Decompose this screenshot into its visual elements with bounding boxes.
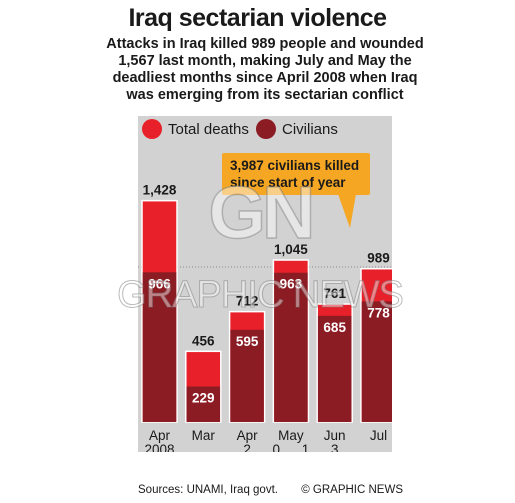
total-label-3: 1,045 bbox=[274, 242, 308, 257]
year-digit-3: 3 bbox=[331, 442, 339, 452]
civilian-label-0: 966 bbox=[148, 276, 171, 291]
total-label-0: 1,428 bbox=[143, 183, 177, 198]
credit-text: © GRAPHIC NEWS bbox=[301, 484, 403, 496]
total-label-1: 456 bbox=[192, 333, 215, 348]
category-label-3: May bbox=[278, 428, 304, 443]
legend: Total deaths Civilians bbox=[138, 116, 392, 142]
year-digit-1: 0 bbox=[273, 442, 281, 452]
civilian-label-1: 229 bbox=[192, 391, 215, 406]
civilian-label-5: 778 bbox=[367, 305, 390, 320]
chart-title: Iraq sectarian violence bbox=[128, 4, 387, 32]
year-digit-0: 2 bbox=[243, 442, 251, 452]
legend-total: Total deaths bbox=[142, 119, 249, 139]
bar-civilian-1 bbox=[186, 386, 221, 422]
legend-civilians-label: Civilians bbox=[282, 120, 338, 138]
category-label-4: Jun bbox=[324, 428, 346, 443]
total-label-5: 989 bbox=[367, 251, 390, 266]
category-label-0: Apr bbox=[149, 428, 171, 443]
chart-subtitle: Attacks in Iraq killed 989 people and wo… bbox=[106, 36, 424, 103]
bar-civilian-4 bbox=[317, 315, 352, 422]
bar-civilian-5 bbox=[361, 301, 396, 422]
total-label-4: 761 bbox=[323, 286, 346, 301]
civilian-label-2: 595 bbox=[236, 334, 259, 349]
source-text: Sources: UNAMI, Iraq govt. bbox=[138, 484, 278, 496]
bar-civilian-0 bbox=[142, 272, 177, 422]
legend-total-label: Total deaths bbox=[168, 120, 249, 138]
bar-civilian-3 bbox=[274, 272, 308, 422]
civilian-label-3: 963 bbox=[280, 277, 303, 292]
footer: Sources: UNAMI, Iraq govt. © GRAPHIC NEW… bbox=[138, 484, 403, 496]
callout-pointer bbox=[338, 194, 356, 228]
legend-civilians: Civilians bbox=[256, 119, 338, 139]
year-digit-2: 1 bbox=[302, 442, 310, 452]
legend-total-swatch bbox=[142, 119, 162, 139]
category-label-5: Jul bbox=[370, 428, 387, 443]
legend-civilians-swatch bbox=[256, 119, 276, 139]
category-sublabel-0: 2008 bbox=[144, 442, 174, 452]
total-label-2: 712 bbox=[236, 294, 259, 309]
bar-civilian-2 bbox=[230, 329, 264, 422]
civilian-label-4: 685 bbox=[323, 320, 346, 335]
category-label-2: Apr bbox=[237, 428, 259, 443]
callout-box: 3,987 civilians killed since start of ye… bbox=[222, 153, 370, 195]
category-label-1: Mar bbox=[192, 428, 216, 443]
callout-text: 3,987 civilians killed since start of ye… bbox=[230, 158, 360, 190]
